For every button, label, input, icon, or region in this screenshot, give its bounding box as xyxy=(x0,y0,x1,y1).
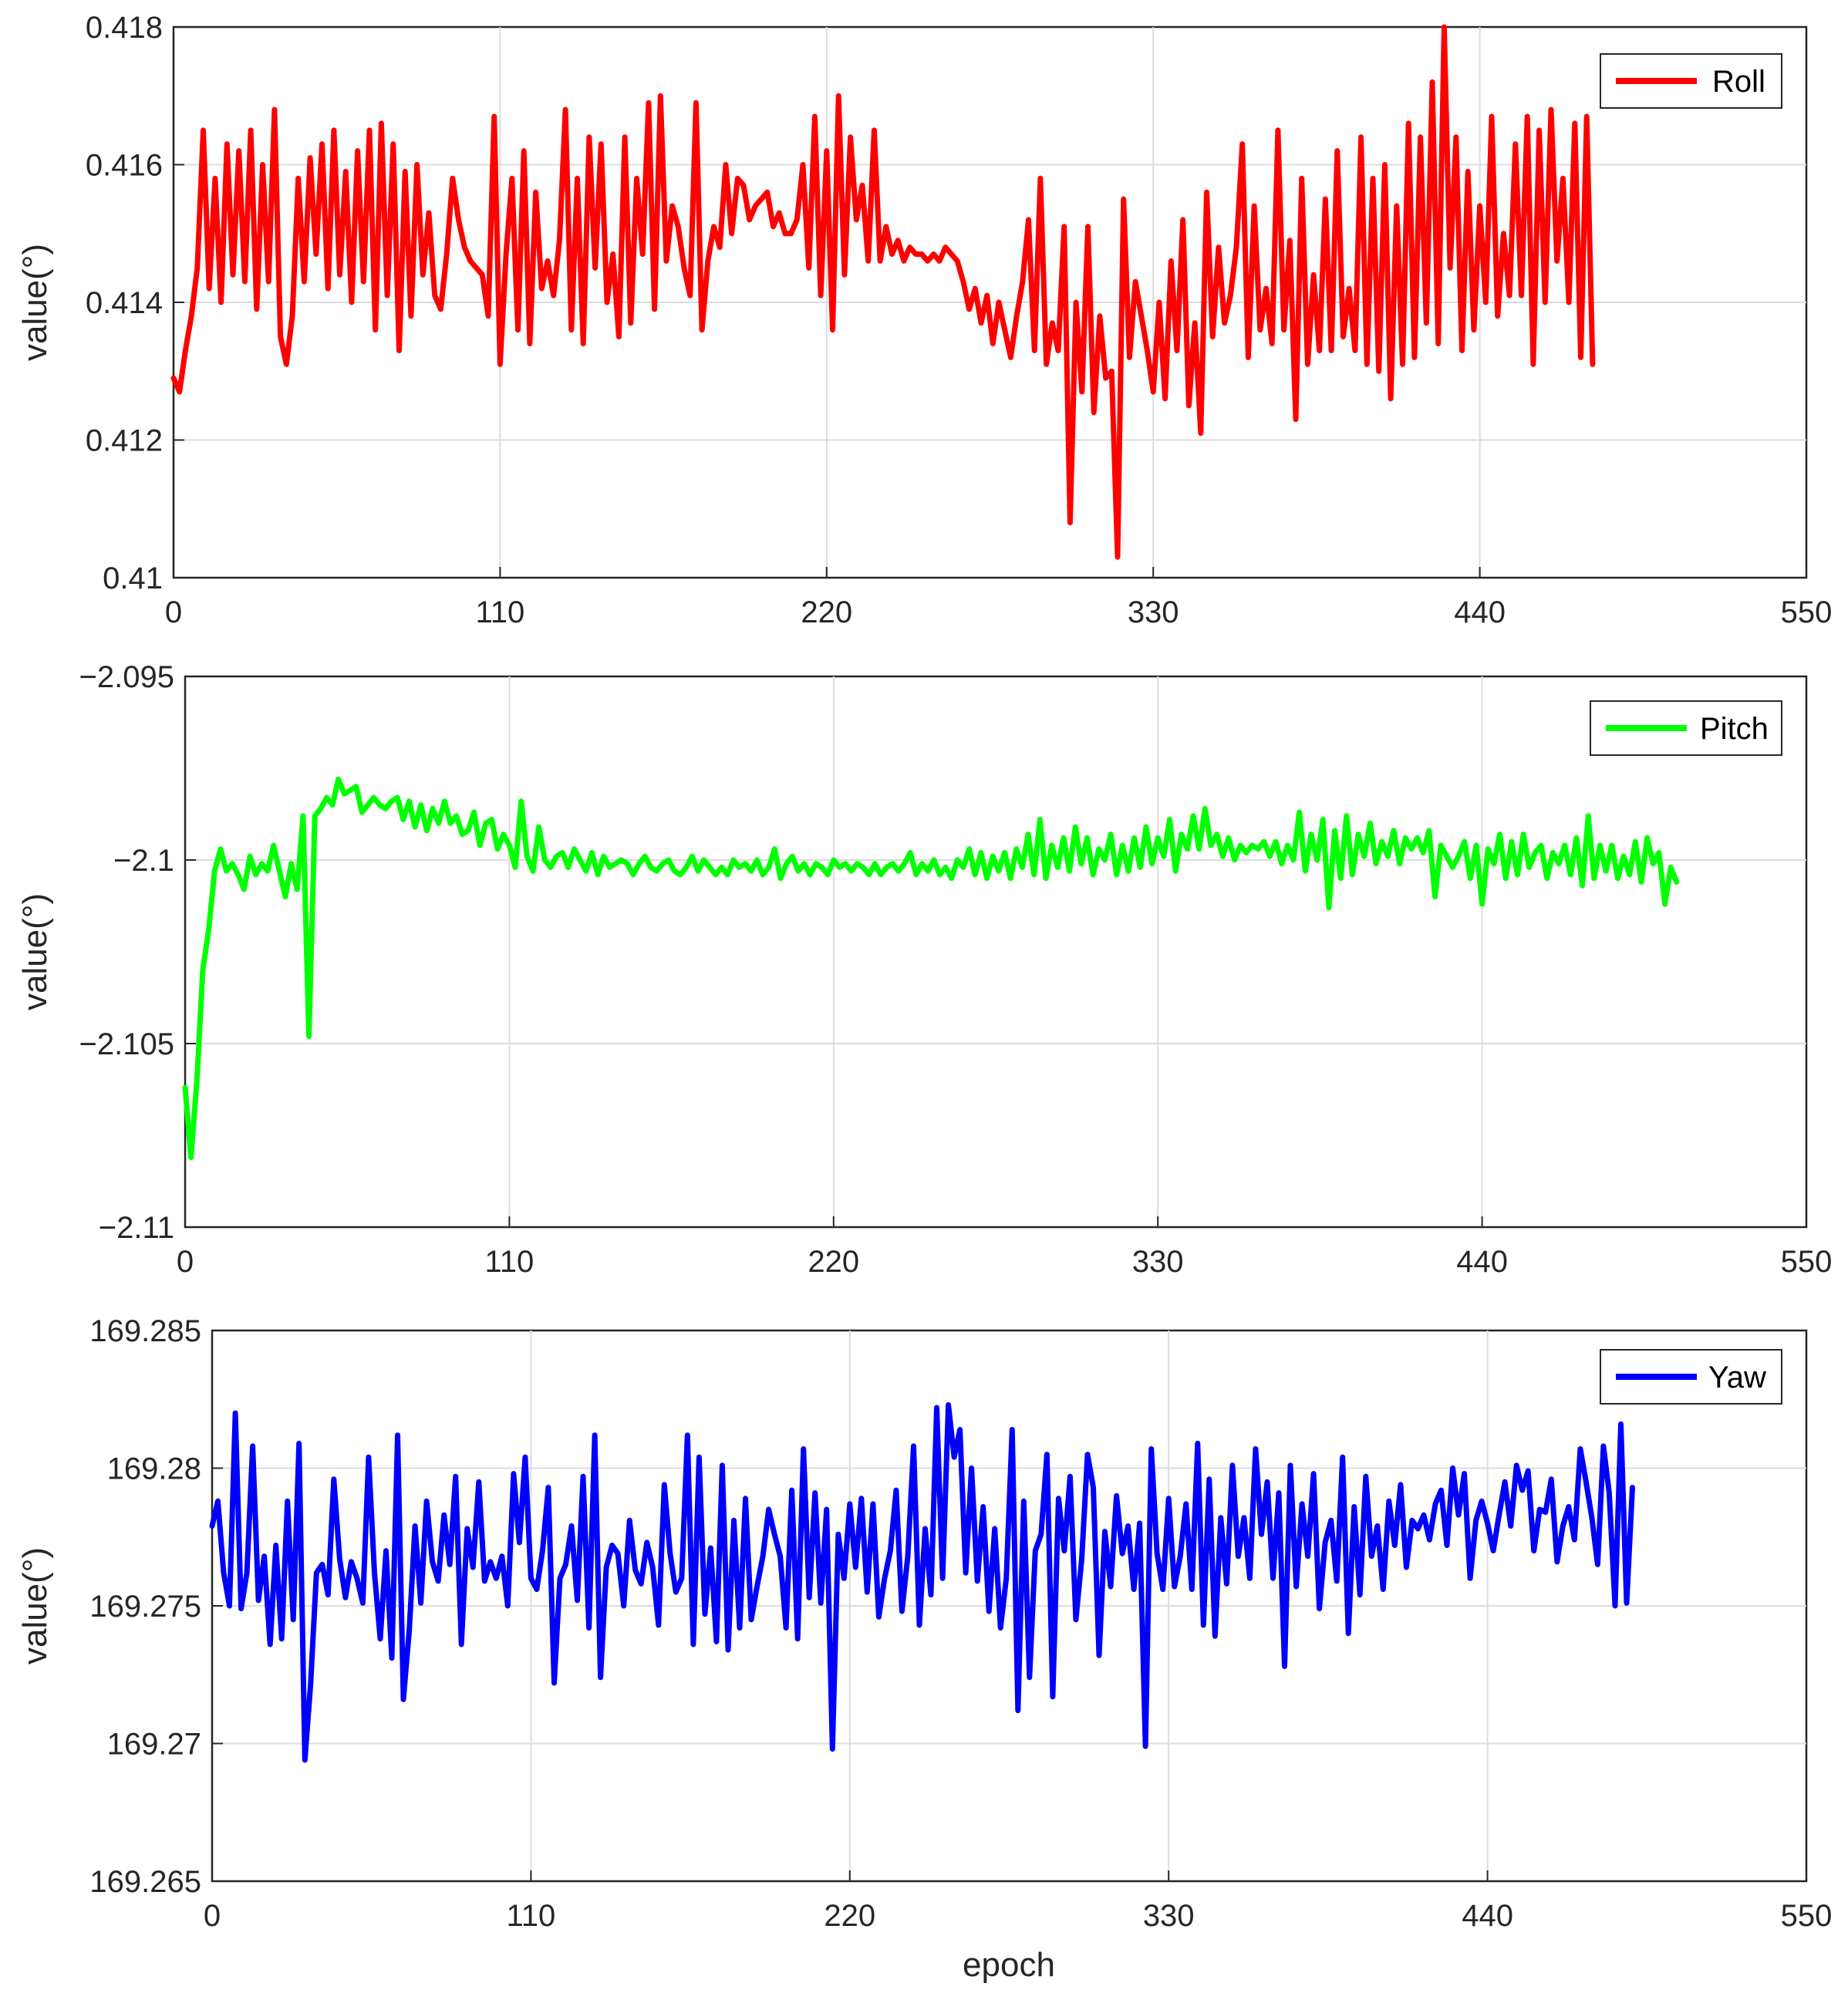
roll-x-tick-label: 220 xyxy=(801,595,852,629)
yaw-y-axis-label: value(°) xyxy=(16,1547,54,1664)
pitch-x-tick-label: 0 xyxy=(177,1245,194,1279)
pitch-legend-label: Pitch xyxy=(1700,712,1769,746)
roll-legend-label: Roll xyxy=(1712,65,1765,99)
roll-y-tick-label: 0.418 xyxy=(86,11,163,45)
pitch-x-tick-label: 550 xyxy=(1781,1245,1833,1279)
yaw-x-tick-label: 220 xyxy=(824,1899,875,1933)
pitch-plot-area xyxy=(185,676,1806,1227)
pitch-y-tick-label: −2.11 xyxy=(99,1211,174,1245)
yaw-legend: Yaw xyxy=(1600,1350,1782,1404)
yaw-y-tick-label: 169.265 xyxy=(89,1865,201,1899)
roll-x-tick-label: 440 xyxy=(1454,595,1506,629)
yaw-y-tick-label: 169.28 xyxy=(107,1452,201,1486)
pitch-x-tick-label: 440 xyxy=(1456,1245,1508,1279)
yaw-x-tick-label: 110 xyxy=(507,1899,556,1933)
pitch-y-tick-label: −2.095 xyxy=(79,660,174,694)
yaw-y-tick-label: 169.285 xyxy=(89,1314,201,1348)
roll-x-tick-label: 110 xyxy=(476,595,525,629)
roll-x-tick-label: 550 xyxy=(1781,595,1833,629)
yaw-x-tick-label: 0 xyxy=(204,1899,221,1933)
pitch-legend: Pitch xyxy=(1590,701,1782,755)
pitch-x-tick-label: 110 xyxy=(485,1245,535,1279)
yaw-y-tick-label: 169.27 xyxy=(107,1728,201,1762)
roll-y-axis-label: value(°) xyxy=(16,244,54,361)
roll-legend: Roll xyxy=(1600,54,1782,108)
yaw-legend-label: Yaw xyxy=(1708,1361,1766,1395)
pitch-chart: 0 110 220 330 440 550 −2.11 −2.105 −2.1 −2.095 va… xyxy=(16,660,1832,1279)
yaw-x-tick-label: 330 xyxy=(1143,1899,1195,1933)
roll-y-tick-label: 0.41 xyxy=(103,562,163,595)
roll-x-tick-label: 330 xyxy=(1128,595,1179,629)
pitch-x-tick-label: 330 xyxy=(1132,1245,1184,1279)
pitch-y-axis-label: value(°) xyxy=(16,893,54,1010)
yaw-x-tick-label: 440 xyxy=(1462,1899,1513,1933)
roll-y-tick-label: 0.412 xyxy=(86,424,163,458)
pitch-y-tick-label: −2.1 xyxy=(113,844,174,878)
yaw-y-tick-label: 169.275 xyxy=(89,1590,201,1624)
roll-y-tick-label: 0.414 xyxy=(86,286,163,320)
roll-chart: 0 110 220 330 440 550 0.41 0.412 0.414 0.416 0.418… xyxy=(16,11,1832,629)
yaw-x-axis-label: epoch xyxy=(963,1946,1055,1984)
pitch-y-tick-label: −2.105 xyxy=(79,1027,174,1061)
roll-y-tick-label: 0.416 xyxy=(86,149,163,183)
yaw-x-tick-label: 550 xyxy=(1781,1899,1833,1933)
roll-x-tick-label: 0 xyxy=(165,595,182,629)
pitch-x-tick-label: 220 xyxy=(808,1245,859,1279)
